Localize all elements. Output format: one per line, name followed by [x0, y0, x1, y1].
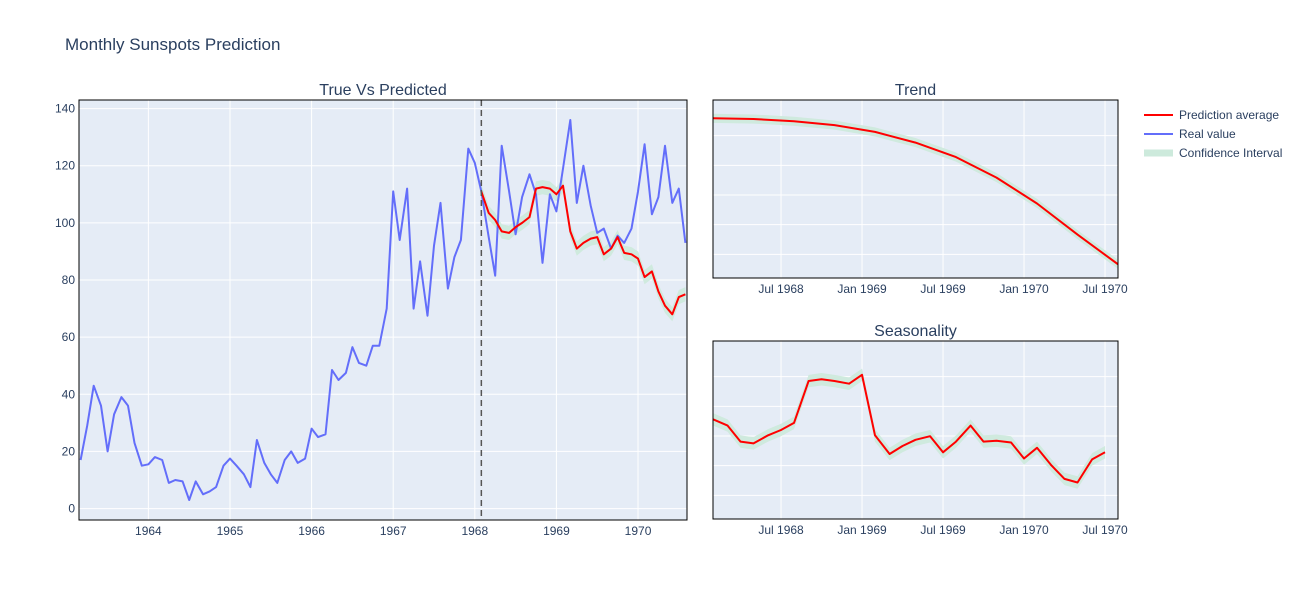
panel-true-vs-predicted: 1964 1965 1966 1967 1968 1969 1970 0 20 40 60 80 100… — [55, 82, 688, 538]
y-tick-label: 100 — [55, 216, 75, 230]
legend-item[interactable]: Prediction average — [1144, 108, 1279, 122]
x-tick-label: Jul 1968 — [758, 282, 804, 296]
y-tick-label: 20 — [62, 444, 76, 458]
y-tick-label: 60 — [62, 330, 76, 344]
subplot-title: True Vs Predicted — [319, 82, 446, 99]
panel-seasonality: Jul 1968 Jan 1969 Jul 1969 Jan 1970 Jul 1970… — [712, 323, 1128, 537]
confidence-band — [713, 368, 1106, 489]
x-tick-label: Jul 1970 — [1082, 523, 1128, 537]
panel-trend: Jul 1968 Jan 1969 Jul 1969 Jan 1970 Jul 1970… — [712, 82, 1128, 296]
x-tick-label: Jul 1969 — [920, 523, 966, 537]
x-tick-label: 1969 — [543, 524, 570, 538]
legend-label: Prediction average — [1179, 108, 1279, 122]
x-tick-label: 1968 — [461, 524, 488, 538]
subplot-title: Seasonality — [874, 323, 957, 340]
legend[interactable]: Prediction average Real value Confidence I… — [1144, 108, 1282, 160]
x-tick-label: 1970 — [625, 524, 652, 538]
legend-label: Confidence Interval — [1179, 146, 1282, 160]
x-tick-label: 1964 — [135, 524, 162, 538]
y-tick-label: 80 — [62, 273, 76, 287]
x-tick-label: Jul 1968 — [758, 523, 804, 537]
plot-content — [713, 113, 1118, 269]
plot-frame — [712, 99, 1119, 279]
x-tick-label: Jan 1970 — [999, 282, 1049, 296]
y-tick-label: 140 — [55, 102, 75, 116]
y-tick-label: 0 — [68, 502, 75, 516]
real-value-line — [79, 119, 687, 501]
x-tick-label: Jul 1970 — [1082, 282, 1128, 296]
x-tick-label: 1966 — [298, 524, 325, 538]
x-tick-label: Jul 1969 — [920, 282, 966, 296]
x-tick-label: Jan 1969 — [837, 523, 887, 537]
plot-frame — [712, 340, 1119, 520]
legend-label: Real value — [1179, 127, 1236, 141]
prediction-average-line — [713, 117, 1118, 266]
x-tick-label: Jan 1969 — [837, 282, 887, 296]
x-tick-label: 1967 — [380, 524, 407, 538]
legend-item[interactable]: Confidence Interval — [1144, 146, 1282, 160]
legend-item[interactable]: Real value — [1144, 127, 1236, 141]
plot-area — [713, 100, 1118, 278]
plot-area — [79, 100, 687, 520]
y-tick-label: 40 — [62, 387, 76, 401]
prediction-average-line — [480, 184, 686, 316]
x-tick-label: 1965 — [217, 524, 244, 538]
x-tick-label: Jan 1970 — [999, 523, 1049, 537]
confidence-band — [713, 113, 1118, 269]
prediction-average-line — [713, 373, 1106, 484]
subplot-title: Trend — [895, 82, 936, 99]
plot-frame — [78, 99, 688, 521]
y-tick-label: 120 — [55, 159, 75, 173]
plot-content — [713, 368, 1106, 489]
figure-title: Monthly Sunspots Prediction — [65, 35, 280, 54]
confidence-band — [481, 178, 686, 322]
plot-content — [79, 119, 687, 501]
